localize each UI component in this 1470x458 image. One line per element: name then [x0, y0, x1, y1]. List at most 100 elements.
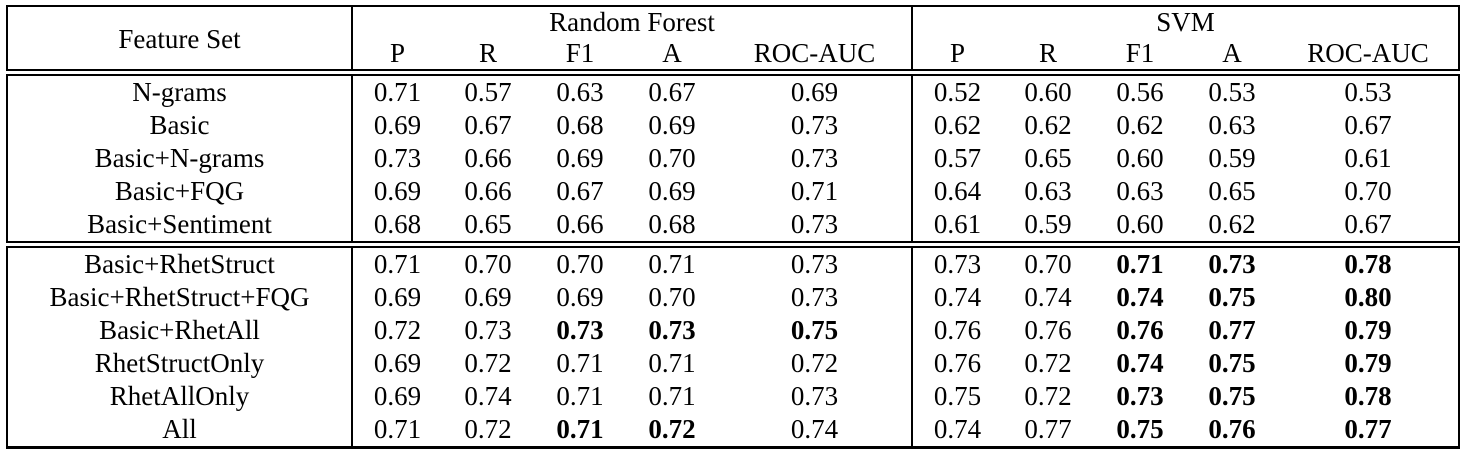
rf-f1-value: 0.67	[556, 176, 604, 207]
svm-roc-auc-value: 0.67	[1344, 209, 1392, 240]
svm-roc-auc-value: 0.53	[1344, 77, 1392, 108]
svm-f1-value: 0.62	[1116, 110, 1164, 141]
table-row: RhetStructOnly 0.69 0.72 0.71 0.71 0.72 0.76 0.…	[7, 347, 1459, 381]
rf-p-value: 0.69	[351, 281, 442, 315]
svm-f1-value: 0.74	[1116, 348, 1164, 379]
table-row: Basic 0.69 0.67 0.68 0.69 0.73 0.62 0.62 0.62 0.6…	[7, 109, 1459, 143]
svm-r-value: 0.60	[1024, 77, 1072, 108]
rf-r-value: 0.72	[464, 348, 512, 379]
svm-p-value: 0.76	[911, 347, 1003, 381]
feature-set-header: Feature Set	[7, 6, 353, 77]
svm-a-value: 0.63	[1208, 110, 1256, 141]
rf-p-value: 0.69	[351, 380, 442, 414]
rf-roc-auc-value: 0.74	[790, 414, 839, 445]
svm-a-value: 0.77	[1208, 315, 1256, 346]
feature-name: Basic	[7, 109, 353, 143]
rf-p-value: 0.71	[351, 72, 442, 110]
rf-r-value: 0.74	[464, 381, 512, 412]
svm-a-value: 0.59	[1208, 143, 1256, 174]
svm-a-value: 0.75	[1208, 348, 1256, 379]
rf-a-value: 0.67	[648, 77, 696, 108]
rf-roc-auc-value: 0.73	[790, 381, 839, 412]
svm-f1-value: 0.60	[1116, 209, 1164, 240]
svm-roc-auc-value: 0.78	[1344, 381, 1392, 412]
metric-header-rf-f1: F1	[534, 38, 626, 77]
rf-p-value: 0.71	[351, 413, 442, 448]
rf-a-value: 0.71	[626, 241, 718, 282]
feature-name: RhetAllOnly	[7, 380, 353, 414]
svm-f1-value: 0.60	[1116, 143, 1164, 174]
svm-r-value: 0.72	[1024, 348, 1072, 379]
rf-a-value: 0.69	[648, 110, 696, 141]
svm-p-value: 0.61	[911, 208, 1003, 245]
svm-p-value: 0.74	[911, 281, 1003, 315]
svm-roc-auc-value: 0.78	[1278, 241, 1460, 282]
rf-r-value: 0.66	[464, 143, 512, 174]
svm-a-value: 0.53	[1208, 77, 1256, 108]
group-header-svm: SVM	[911, 6, 1460, 39]
svm-f1-value: 0.63	[1116, 176, 1164, 207]
rf-f1-value: 0.71	[556, 414, 604, 445]
rf-r-value: 0.67	[464, 110, 512, 141]
feature-name: N-grams	[7, 72, 353, 110]
rf-a-value: 0.73	[648, 315, 696, 346]
metric-header-rf-p: P	[351, 38, 442, 77]
rf-f1-value: 0.68	[556, 110, 604, 141]
rf-p-value: 0.72	[351, 314, 442, 348]
rf-f1-value: 0.66	[556, 209, 604, 240]
rf-r-value: 0.70	[442, 241, 534, 282]
svm-r-value: 0.62	[1024, 110, 1072, 141]
svm-roc-auc-value: 0.79	[1344, 348, 1392, 379]
svm-r-value: 0.59	[1024, 209, 1072, 240]
svm-a-value: 0.65	[1208, 176, 1256, 207]
rf-f1-value: 0.69	[556, 282, 604, 313]
svm-p-value: 0.76	[911, 314, 1003, 348]
svm-roc-auc-value: 0.67	[1344, 110, 1392, 141]
metric-header-svm-p: P	[911, 38, 1003, 77]
group-header-random-forest: Random Forest	[549, 7, 715, 37]
svm-roc-auc-value: 0.79	[1344, 315, 1392, 346]
svm-roc-auc-value: 0.77	[1344, 414, 1392, 445]
svm-f1-value: 0.75	[1116, 414, 1164, 445]
rf-roc-auc-value: 0.73	[790, 110, 839, 141]
rf-f1-value: 0.71	[556, 348, 604, 379]
feature-name: Basic+FQG	[7, 175, 353, 209]
results-table: Feature Set Random Forest SVM P R F1 A ROC-A…	[6, 5, 1461, 450]
table-row: Basic+RhetStruct+FQG 0.69 0.69 0.69 0.70 0.73…	[7, 281, 1459, 315]
rf-p-value: 0.69	[351, 175, 442, 209]
table-body: N-grams 0.71 0.57 0.63 0.67 0.69 0.52 0.60 0.56 0…	[7, 72, 1460, 448]
svm-r-value: 0.63	[1024, 176, 1072, 207]
metric-header-rf-roc-auc: ROC-AUC	[718, 38, 913, 77]
feature-name: Basic+RhetStruct	[7, 241, 353, 282]
svm-r-value: 0.76	[1024, 315, 1072, 346]
metric-header-svm-f1: F1	[1094, 38, 1187, 77]
svm-r-value: 0.77	[1024, 414, 1072, 445]
svm-r-value: 0.72	[1024, 381, 1072, 412]
svm-p-value: 0.57	[911, 142, 1003, 176]
table-row: Basic+N-grams 0.73 0.66 0.69 0.70 0.73 0.57 0.6…	[7, 142, 1459, 176]
rf-p-value: 0.71	[351, 241, 442, 282]
svm-p-value: 0.74	[911, 413, 1003, 448]
metric-header-row: P R F1 A ROC-AUC P R F1 A ROC-AUC	[7, 38, 1460, 77]
svm-f1-value: 0.76	[1116, 315, 1164, 346]
rf-roc-auc-value: 0.73	[790, 282, 839, 313]
rf-p-value: 0.69	[351, 347, 442, 381]
table-row: Basic+RhetStruct 0.71 0.70 0.70 0.71 0.73 0.73…	[7, 241, 1460, 282]
rf-f1-value: 0.73	[556, 315, 604, 346]
metric-header-svm-roc-auc: ROC-AUC	[1278, 38, 1460, 77]
svm-roc-auc-value: 0.70	[1344, 176, 1392, 207]
svm-f1-value: 0.56	[1116, 77, 1164, 108]
rf-roc-auc-value: 0.73	[790, 143, 839, 174]
svm-a-value: 0.75	[1208, 381, 1256, 412]
feature-name: Basic+Sentiment	[7, 208, 353, 245]
table-row: RhetAllOnly 0.69 0.74 0.71 0.71 0.73 0.75 0.72 0…	[7, 380, 1459, 414]
table-row: N-grams 0.71 0.57 0.63 0.67 0.69 0.52 0.60 0.56 0…	[7, 72, 1459, 110]
feature-name: RhetStructOnly	[7, 347, 353, 381]
table-row: Basic+Sentiment 0.68 0.65 0.66 0.68 0.73 0.61 0…	[7, 208, 1459, 245]
rf-f1-value: 0.69	[556, 143, 604, 174]
rf-f1-value: 0.70	[534, 241, 626, 282]
rf-r-value: 0.57	[464, 77, 512, 108]
rf-r-value: 0.72	[464, 414, 512, 445]
group-header-row: Feature Set Random Forest SVM	[7, 6, 1460, 77]
